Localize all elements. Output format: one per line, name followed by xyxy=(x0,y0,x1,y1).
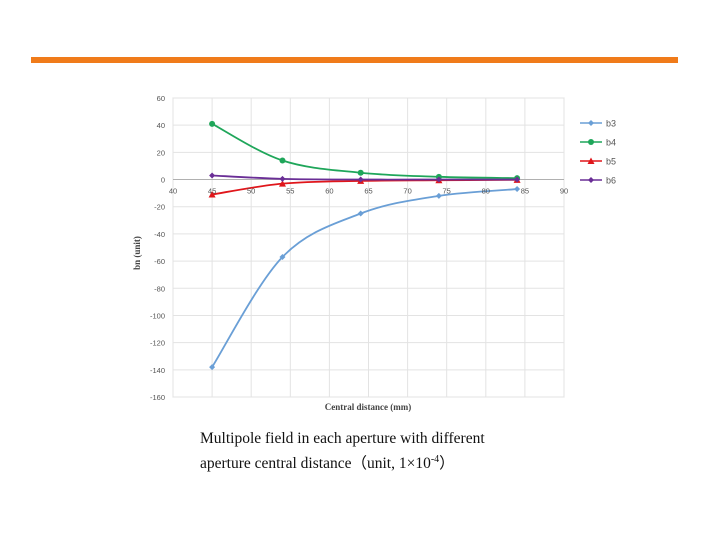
y-tick-label: -80 xyxy=(154,284,165,293)
data-point-b4 xyxy=(279,157,286,164)
legend-label-b4: b4 xyxy=(606,138,616,148)
legend-label-b5: b5 xyxy=(606,157,616,167)
series-line-b3 xyxy=(211,188,518,368)
data-point-b3 xyxy=(514,186,521,193)
y-tick-label: -160 xyxy=(150,393,165,402)
caption-exponent: -4 xyxy=(430,454,440,465)
y-tick-label: -100 xyxy=(150,311,165,320)
figure-caption: Multipole field in each aperture with di… xyxy=(200,428,620,474)
caption-line-1: Multipole field in each aperture with di… xyxy=(200,430,485,447)
caption-line-2-suffix: ） xyxy=(439,455,455,473)
x-tick-label: 60 xyxy=(325,187,333,196)
legend-label-b6: b6 xyxy=(606,176,616,186)
data-point-b3 xyxy=(357,210,364,217)
legend-label-b3: b3 xyxy=(606,119,616,129)
x-tick-label: 55 xyxy=(286,187,294,196)
x-tick-label: 85 xyxy=(521,187,529,196)
legend-marker-b3 xyxy=(588,120,594,126)
series-line-b4 xyxy=(211,123,518,180)
caption-line-2: aperture central distance（unit, 1×10-4） xyxy=(200,449,620,474)
data-point-b6 xyxy=(357,176,364,183)
data-point-b5 xyxy=(208,190,216,198)
x-axis-label: Central distance (mm) xyxy=(325,402,411,412)
x-tick-label: 50 xyxy=(247,187,255,196)
data-point-b3 xyxy=(209,364,216,371)
series-layer xyxy=(208,120,521,371)
x-tick-label: 40 xyxy=(169,187,177,196)
legend-marker-b4 xyxy=(588,139,594,145)
x-tick-label: 90 xyxy=(560,187,568,196)
data-point-b6 xyxy=(279,175,286,182)
grid-lines xyxy=(172,97,565,398)
y-tick-label: -120 xyxy=(150,339,165,348)
x-tick-label: 65 xyxy=(364,187,372,196)
x-tick-label: 80 xyxy=(482,187,490,196)
y-tick-label: 40 xyxy=(157,121,165,130)
legend-marker-b6 xyxy=(588,177,594,183)
y-tick-label: 20 xyxy=(157,148,165,157)
y-tick-label: 60 xyxy=(157,94,165,103)
accent-bar xyxy=(31,57,678,63)
series-b3 xyxy=(209,186,521,371)
data-point-b4 xyxy=(209,120,216,127)
data-point-b4 xyxy=(357,169,364,176)
y-tick-label: -60 xyxy=(154,257,165,266)
y-axis-label: bn (unit) xyxy=(132,236,142,270)
data-point-b5 xyxy=(278,180,286,187)
data-point-b3 xyxy=(435,192,442,199)
data-point-b3 xyxy=(279,254,286,261)
legend-marker-b5 xyxy=(587,157,595,164)
legend: b3 b4 b5 b6 xyxy=(580,119,616,186)
y-tick-label: -140 xyxy=(150,366,165,375)
x-tick-labels: 40 45 50 55 60 65 70 75 80 85 90 xyxy=(169,187,568,196)
y-tick-label: -20 xyxy=(154,203,165,212)
x-tick-label: 45 xyxy=(208,187,216,196)
series-b4 xyxy=(209,120,521,182)
series-b6 xyxy=(209,172,521,183)
data-point-b6 xyxy=(514,176,521,183)
data-point-b6 xyxy=(435,176,442,183)
x-tick-label: 70 xyxy=(403,187,411,196)
x-tick-label: 75 xyxy=(443,187,451,196)
y-tick-label: -40 xyxy=(154,230,165,239)
y-tick-labels: 60 40 20 0 -20 -40 -60 -80 -100 -120 -140 -160 xyxy=(150,94,165,402)
data-point-b6 xyxy=(209,172,216,179)
y-tick-label: 0 xyxy=(161,176,165,185)
caption-line-2-prefix: aperture central distance（unit, 1×10 xyxy=(200,455,431,473)
